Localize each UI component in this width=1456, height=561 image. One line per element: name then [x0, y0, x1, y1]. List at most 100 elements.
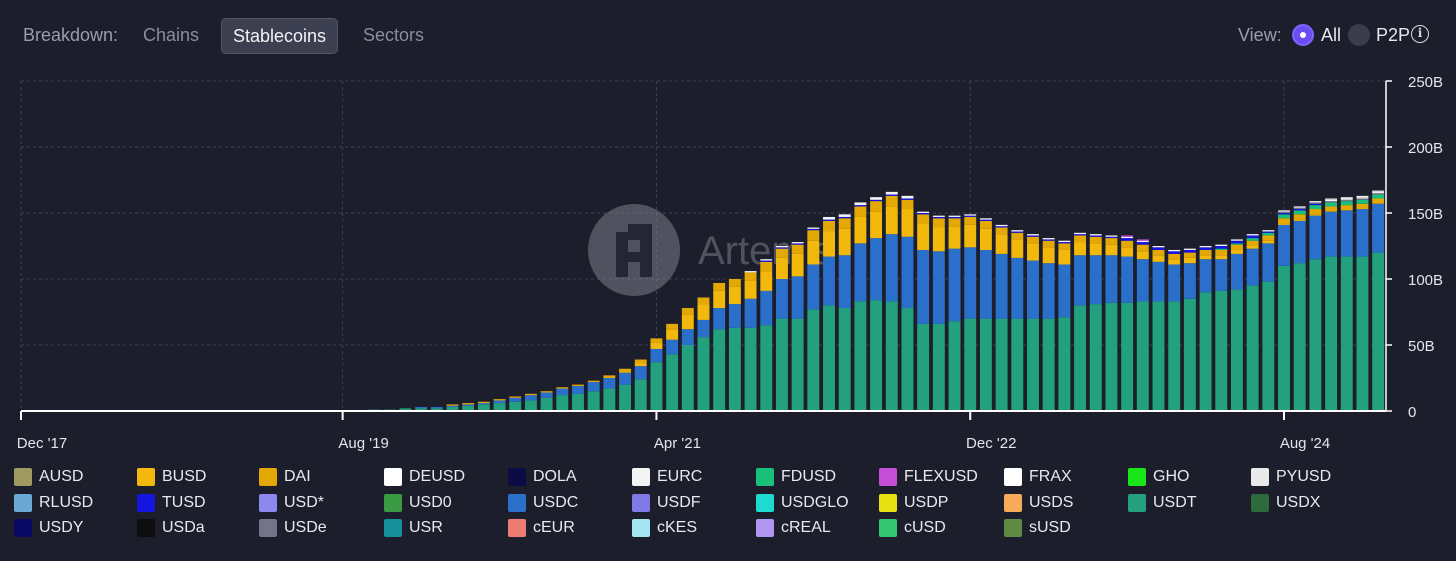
bar-segment-usdc[interactable] [1278, 224, 1290, 266]
bar-segment-usdt[interactable] [1230, 289, 1243, 411]
bar-segment-frax[interactable] [1199, 246, 1212, 248]
bar-segment-dai[interactable] [1262, 235, 1275, 241]
bar-segment-dai[interactable] [1152, 249, 1165, 256]
bar-segment-tusd[interactable] [917, 213, 930, 215]
bar-segment-usdc[interactable] [823, 256, 835, 306]
bar-segment-usdc[interactable] [1105, 255, 1118, 303]
bar-segment-pyusd[interactable] [1340, 197, 1353, 199]
legend-item-usd0[interactable]: USD0 [384, 492, 452, 514]
bar-segment-usdt[interactable] [995, 318, 1008, 411]
bar-segment-dai[interactable] [619, 368, 632, 372]
bar-segment-usdt[interactable] [1372, 252, 1385, 411]
bar-segment-usdc[interactable] [493, 400, 506, 404]
bar-segment-usdt[interactable] [556, 395, 569, 411]
legend-item-cusd[interactable]: cUSD [879, 517, 946, 539]
bar-segment-usdt[interactable] [1152, 301, 1165, 411]
bar-segment-usdc[interactable] [681, 329, 694, 345]
bar-segment-dai[interactable] [1058, 243, 1071, 250]
bar-segment-busd[interactable] [666, 329, 679, 340]
bar-segment-tusd[interactable] [1042, 239, 1055, 241]
bar-segment-usdc[interactable] [1372, 203, 1385, 253]
bar-segment-tusd[interactable] [901, 198, 914, 200]
bar-segment-busd[interactable] [1168, 259, 1181, 265]
bar-segment-usdc[interactable] [1199, 259, 1212, 293]
bar-segment-tusd[interactable] [948, 216, 961, 219]
bar-segment-dai[interactable] [1230, 244, 1243, 250]
bar-segment-busd[interactable] [995, 234, 1008, 254]
bar-segment-usdc[interactable] [979, 249, 992, 319]
bar-segment-usdc[interactable] [634, 366, 647, 380]
bar-segment-usdt[interactable] [1278, 265, 1290, 411]
bar-segment-busd[interactable] [1215, 255, 1228, 260]
bar-segment-usdt[interactable] [760, 325, 773, 411]
bar-segment-usdt[interactable] [1246, 285, 1259, 411]
bar-segment-frax[interactable] [1027, 234, 1039, 236]
bar-segment-busd[interactable] [1011, 239, 1024, 258]
bar-segment-dai[interactable] [603, 375, 616, 378]
bar-segment-usdt[interactable] [1262, 281, 1275, 411]
bar-segment-busd[interactable] [1089, 243, 1102, 256]
bar-segment-usdc[interactable] [603, 378, 616, 389]
bar-segment-dai[interactable] [1356, 203, 1369, 210]
bar-segment-usdt[interactable] [1089, 304, 1102, 411]
bar-segment-busd[interactable] [713, 290, 726, 309]
bar-segment-dai[interactable] [791, 244, 804, 254]
bar-segment-usdt[interactable] [964, 318, 977, 411]
bar-segment-fdusd[interactable] [1340, 201, 1353, 206]
bar-segment-dai[interactable] [713, 282, 726, 291]
bar-segment-busd[interactable] [1183, 257, 1196, 264]
bar-segment-usdt[interactable] [1199, 292, 1212, 411]
bar-segment-frax[interactable] [1278, 210, 1290, 212]
legend-item-usds[interactable]: USDS [1004, 492, 1073, 514]
bar-segment-busd[interactable] [1246, 246, 1259, 249]
view-all-radio[interactable] [1292, 24, 1314, 46]
bar-segment-usdc[interactable] [807, 264, 820, 310]
bar-segment-usde[interactable] [1356, 198, 1369, 200]
bar-segment-tusd[interactable] [1058, 242, 1071, 244]
bar-segment-usdt[interactable] [1325, 256, 1338, 411]
bar-segment-busd[interactable] [1042, 247, 1055, 264]
bar-segment-usdt[interactable] [587, 391, 600, 411]
bar-segment-busd[interactable] [823, 231, 835, 257]
bar-segment-usdc[interactable] [1356, 209, 1369, 257]
bar-segment-usdc[interactable] [524, 395, 537, 401]
bar-segment-frax[interactable] [964, 214, 977, 216]
bar-segment-frax[interactable] [1121, 236, 1134, 239]
bar-segment-frax[interactable] [807, 227, 820, 229]
tab-sectors[interactable]: Sectors [363, 25, 425, 45]
bar-segment-usdt[interactable] [1105, 302, 1118, 411]
bar-segment-usdt[interactable] [932, 323, 945, 411]
bar-segment-usdc[interactable] [1058, 264, 1071, 318]
bar-segment-frax[interactable] [901, 195, 914, 199]
bar-segment-dai[interactable] [838, 218, 851, 229]
view-p2p-label[interactable]: P2P [1376, 25, 1411, 45]
legend-item-dai[interactable]: DAI [259, 466, 311, 488]
bar-segment-frax[interactable] [1215, 244, 1228, 246]
tab-chains[interactable]: Chains [143, 25, 200, 45]
bar-segment-busd[interactable] [728, 286, 741, 305]
bar-segment-dai[interactable] [1074, 235, 1087, 243]
bar-segment-busd[interactable] [1152, 255, 1165, 262]
bar-segment-tusd[interactable] [807, 228, 820, 231]
bar-segment-usdc[interactable] [556, 388, 569, 396]
view-all-label[interactable]: All [1321, 25, 1342, 45]
bar-segment-dai[interactable] [493, 399, 506, 401]
bar-segment-busd[interactable] [979, 228, 992, 250]
bar-segment-usdt[interactable] [399, 408, 412, 411]
bar-segment-dai[interactable] [760, 261, 773, 272]
bar-segment-dai[interactable] [854, 206, 867, 217]
legend-item-ckes[interactable]: cKES [632, 517, 697, 539]
bar-segment-busd[interactable] [1278, 223, 1290, 225]
bar-segment-tusd[interactable] [1121, 238, 1134, 241]
bar-segment-fdusd[interactable] [1356, 199, 1369, 204]
bar-segment-dai[interactable] [1309, 209, 1322, 215]
bar-segment-usdc[interactable] [619, 372, 632, 385]
bar-segment-usde[interactable] [1340, 199, 1353, 202]
bar-segment-usdt[interactable] [854, 301, 867, 411]
bar-segment-usdt[interactable] [430, 408, 443, 411]
bar-segment-tusd[interactable] [1230, 240, 1243, 244]
bar-segment-fdusd[interactable] [1215, 248, 1228, 250]
bar-segment-busd[interactable] [697, 304, 710, 320]
bar-segment-usdt[interactable] [807, 309, 820, 411]
bar-segment-frax[interactable] [1089, 234, 1102, 236]
